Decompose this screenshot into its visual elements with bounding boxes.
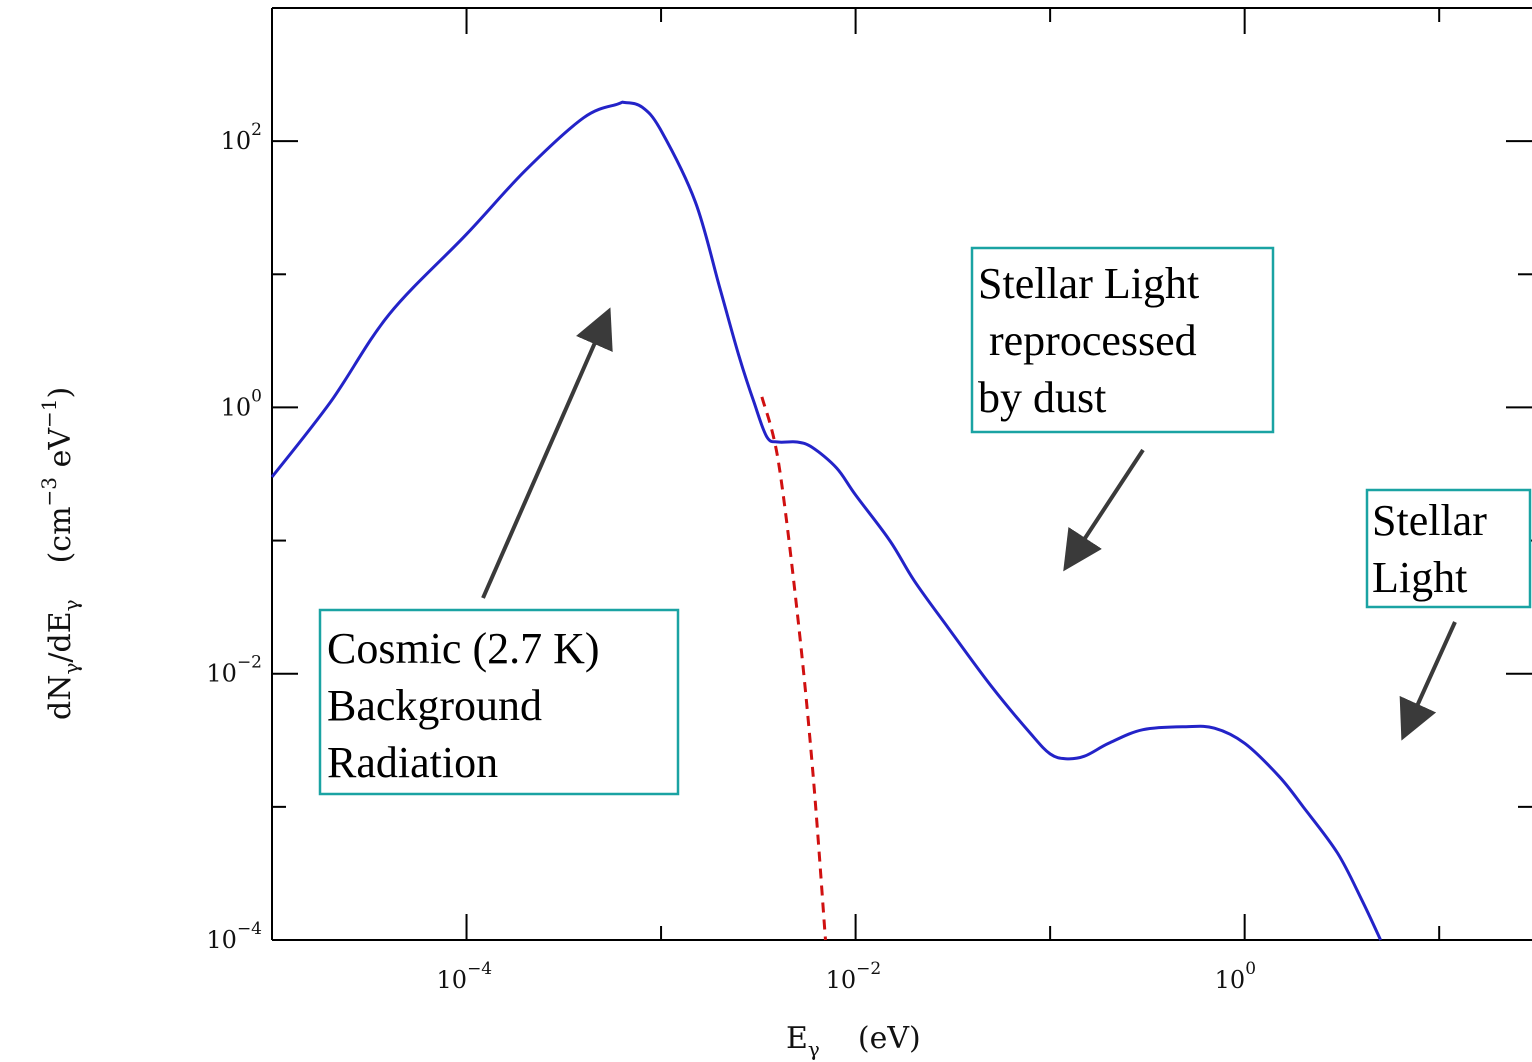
annotation-stellar-line1: Stellar	[1372, 496, 1487, 545]
y-tick-label: 102	[221, 120, 262, 155]
plot-frame	[271, 7, 1532, 941]
arrow-dust	[1063, 448, 1145, 572]
y-tick-label: 100	[221, 386, 262, 421]
x-tick-label: 10−4	[437, 959, 493, 994]
x-axis-label: Eγ (eV)	[786, 1021, 921, 1061]
arrow-cmb	[481, 307, 613, 599]
annotation-stellar-line2: Light	[1372, 553, 1467, 602]
annotation-cmb-line1: Cosmic (2.7 K)	[327, 624, 600, 673]
annotation-stellar: Stellar Light	[1365, 488, 1532, 741]
annotation-cmb-line3: Radiation	[327, 738, 498, 787]
annotation-box-dust	[970, 246, 1275, 434]
annotation-dust: Stellar Light reprocessed by dust	[970, 246, 1275, 572]
annotation-cmb-line2: Background	[327, 681, 542, 730]
series-line-total-background	[270, 100, 1382, 941]
y-tick-labels: 10−4 10−2 100 102	[206, 120, 262, 954]
annotation-dust-line1: Stellar Light	[978, 259, 1199, 308]
annotation-dust-line3: by dust	[978, 373, 1106, 422]
series-line-cmb-extrapolation	[760, 396, 827, 941]
y-tick-label: 10−4	[206, 919, 262, 954]
annotation-box-stellar	[1365, 488, 1532, 609]
arrow-stellar	[1399, 621, 1457, 741]
x-tick-label: 10−2	[826, 959, 882, 994]
y-tick-label: 10−2	[206, 653, 262, 688]
x-tick-label: 100	[1215, 959, 1256, 994]
annotation-cmb: Cosmic (2.7 K) Background Radiation	[318, 307, 680, 796]
annotation-box-cmb	[318, 608, 680, 796]
axis-ticks	[271, 7, 1532, 941]
x-tick-labels: 10−4 10−2 100	[437, 959, 1256, 994]
y-axis-label: dNγ/dEγ(cm−3 eV−1)	[37, 387, 83, 720]
annotation-dust-line2: reprocessed	[978, 316, 1197, 365]
